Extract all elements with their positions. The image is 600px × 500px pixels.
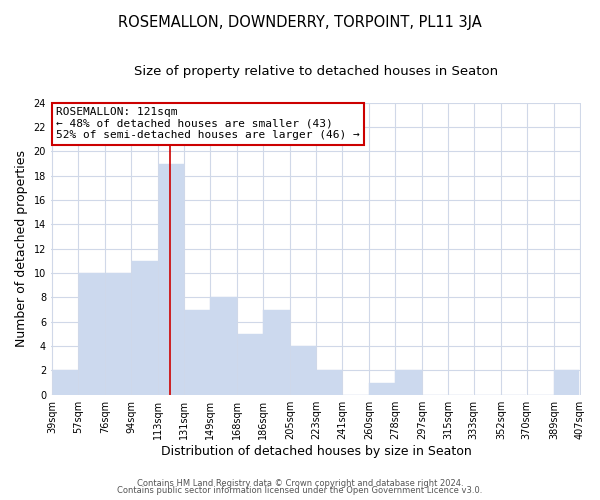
Text: Contains HM Land Registry data © Crown copyright and database right 2024.: Contains HM Land Registry data © Crown c… [137, 478, 463, 488]
Bar [316, 370, 341, 394]
Bar [159, 164, 184, 394]
Bar [395, 370, 422, 394]
Text: Contains public sector information licensed under the Open Government Licence v3: Contains public sector information licen… [118, 486, 482, 495]
Bar [211, 298, 237, 394]
Y-axis label: Number of detached properties: Number of detached properties [15, 150, 28, 347]
Bar [79, 273, 105, 394]
Text: ROSEMALLON, DOWNDERRY, TORPOINT, PL11 3JA: ROSEMALLON, DOWNDERRY, TORPOINT, PL11 3J… [118, 15, 482, 30]
Bar [290, 346, 316, 395]
Bar [554, 370, 580, 394]
Bar [131, 261, 158, 394]
X-axis label: Distribution of detached houses by size in Seaton: Distribution of detached houses by size … [161, 444, 472, 458]
Bar [370, 382, 395, 394]
Text: ROSEMALLON: 121sqm
← 48% of detached houses are smaller (43)
52% of semi-detache: ROSEMALLON: 121sqm ← 48% of detached hou… [56, 107, 360, 140]
Title: Size of property relative to detached houses in Seaton: Size of property relative to detached ho… [134, 65, 498, 78]
Bar [53, 370, 78, 394]
Bar [185, 310, 209, 394]
Bar [263, 310, 290, 394]
Bar [106, 273, 131, 394]
Bar [238, 334, 263, 394]
